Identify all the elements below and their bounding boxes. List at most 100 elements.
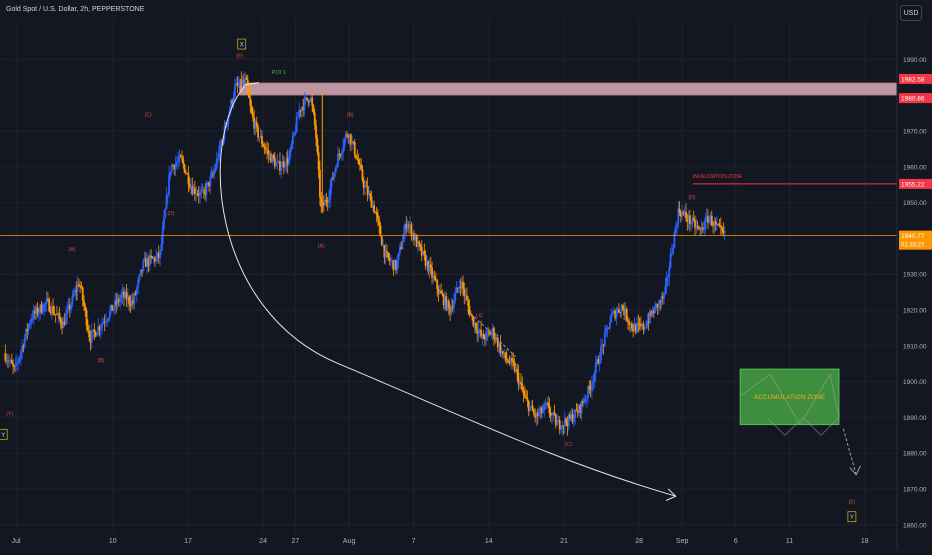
- candle-body: [489, 332, 491, 336]
- candle-body: [566, 422, 569, 427]
- candle-body: [169, 172, 172, 176]
- candle-body: [188, 184, 191, 188]
- candle-body: [692, 218, 695, 220]
- x-tick-label: 10: [109, 538, 117, 545]
- candle-body: [639, 324, 642, 327]
- candle-body: [578, 405, 580, 414]
- wave-label: (B): [347, 113, 354, 119]
- candle-body: [600, 346, 602, 361]
- candle-body: [339, 154, 342, 156]
- candle-body: [496, 337, 499, 348]
- candle-body: [197, 193, 200, 196]
- current-price-tag-label: 1940.77: [901, 233, 925, 240]
- candle-body: [279, 161, 281, 171]
- candle-body: [191, 186, 194, 195]
- candle-body: [575, 409, 578, 411]
- candle-body: [289, 148, 292, 158]
- candle-body: [707, 216, 709, 223]
- candle-body: [545, 402, 548, 405]
- candle-body: [21, 345, 24, 352]
- drawings-layer: [0, 82, 897, 501]
- candle-body: [94, 331, 97, 337]
- candle-body: [257, 126, 259, 138]
- x-tick-label: 6: [734, 538, 738, 545]
- candle-body: [319, 169, 321, 198]
- candle-body: [39, 304, 42, 313]
- boxed-label: Y: [850, 515, 854, 521]
- boxed-label-frame: [237, 38, 247, 50]
- candle-body: [101, 323, 103, 328]
- candle-body: [676, 225, 678, 228]
- candle-body: [110, 304, 112, 311]
- candle-body: [371, 205, 374, 208]
- candle-body: [509, 358, 512, 364]
- candle-body: [598, 360, 601, 364]
- candle-body: [672, 248, 675, 254]
- candle-body: [23, 337, 26, 348]
- accumulation-zigzag: [739, 373, 840, 426]
- poi-price-tag-label: 1982.58: [901, 76, 925, 83]
- candle-body: [210, 173, 213, 177]
- candle-body: [523, 394, 526, 397]
- candle-body: [636, 323, 638, 333]
- candle-body: [570, 414, 573, 419]
- candle-body: [647, 321, 650, 323]
- candle-body: [536, 413, 539, 417]
- candle-body: [527, 401, 530, 412]
- currency-button[interactable]: USD: [900, 5, 922, 21]
- candle-body: [297, 116, 299, 118]
- candle-body: [416, 241, 419, 247]
- candle-body: [201, 189, 204, 191]
- candle-body: [468, 306, 471, 315]
- candle-body: [526, 398, 529, 402]
- x-tick-label: 18: [861, 538, 869, 545]
- candle-body: [192, 187, 195, 195]
- candle-body: [507, 360, 510, 363]
- candle-body: [320, 197, 323, 207]
- candle-body: [383, 245, 386, 258]
- projection-line: [842, 428, 857, 475]
- candle-body: [231, 100, 234, 104]
- candle-body: [480, 329, 482, 337]
- candle-body: [155, 256, 158, 262]
- candle-body: [560, 429, 562, 430]
- candle-body: [179, 155, 182, 157]
- candle-body: [522, 390, 525, 395]
- candle-body: [682, 211, 685, 214]
- candle-body: [311, 97, 314, 106]
- candle-body: [355, 154, 357, 159]
- wave-label: (A): [69, 247, 76, 253]
- candle-body: [542, 409, 544, 413]
- candle-body: [306, 97, 308, 100]
- candle-body: [245, 77, 248, 80]
- candle-body: [258, 137, 261, 139]
- candle-body: [388, 257, 391, 261]
- candle-body: [316, 138, 319, 153]
- candle-body: [442, 294, 445, 306]
- candle-body: [611, 312, 614, 315]
- candle-body: [378, 219, 381, 226]
- candle-body: [160, 243, 163, 252]
- candle-body: [151, 257, 154, 259]
- candle-body: [370, 196, 373, 208]
- candle-body: [410, 224, 413, 237]
- candle-body: [70, 304, 73, 310]
- wave-label: (C): [565, 442, 572, 448]
- candle-body: [643, 327, 646, 330]
- candle-body: [649, 311, 651, 323]
- candle-body: [299, 110, 302, 112]
- candle-body: [597, 359, 600, 364]
- poi-label: POI 1: [272, 70, 286, 76]
- candle-body: [705, 216, 708, 218]
- candle-body: [486, 331, 489, 333]
- candle-body: [335, 167, 338, 169]
- candle-body: [16, 362, 18, 364]
- candle-body: [435, 279, 437, 281]
- countdown-label: 01:33:27: [901, 243, 925, 249]
- candle-body: [217, 158, 219, 160]
- candle-body: [404, 224, 406, 234]
- candle-body: [382, 245, 384, 246]
- candle-body: [681, 211, 684, 217]
